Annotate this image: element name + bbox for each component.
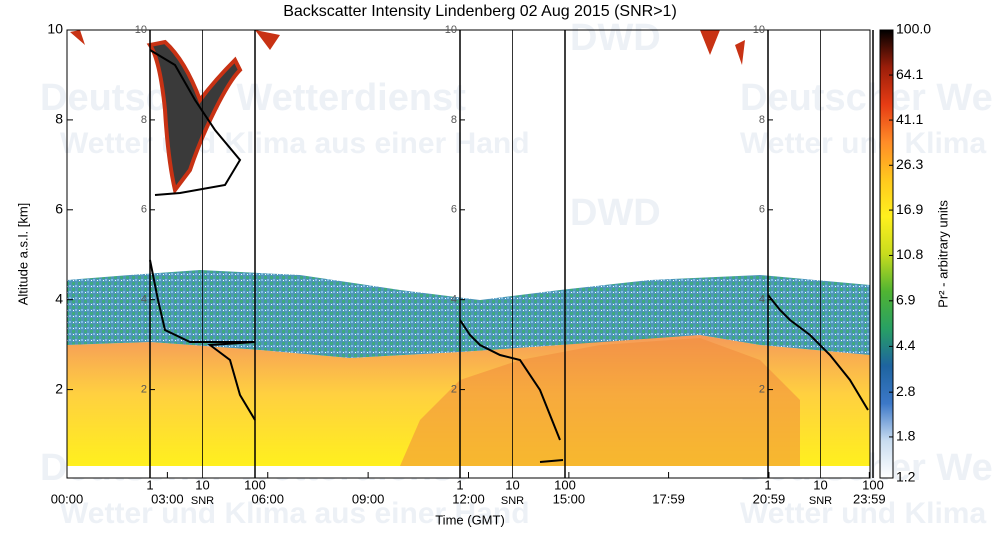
snr-y-tick-label: 8 — [141, 114, 147, 126]
snr-tick-label: 10 — [813, 477, 827, 492]
watermark-text: Wetter und Klima aus einer Hand — [740, 127, 992, 160]
x-tick-label: 00:00 — [51, 491, 84, 506]
snr-y-tick-label: 10 — [445, 24, 457, 36]
snr-tick-label: 1 — [764, 477, 771, 492]
snr-line — [459, 319, 561, 441]
colorbar-tick-label: 64.1 — [896, 66, 923, 82]
x-tick-label: 06:00 — [251, 491, 284, 506]
snr-y-tick-label: 4 — [141, 294, 147, 306]
snr-y-tick-label: 6 — [451, 204, 457, 216]
watermark-text: Wetter und Klima aus einer Hand — [60, 497, 530, 530]
y-tick-label: 4 — [55, 290, 63, 306]
x-tick-label: 17:59 — [652, 491, 685, 506]
colorbar-tick-label: 26.3 — [896, 156, 923, 172]
snr-y-tick-label: 4 — [451, 294, 457, 306]
colorbar-tick-label: 100.0 — [896, 21, 931, 37]
snr-label: SNR — [501, 495, 524, 507]
watermark-logo: DWD — [570, 192, 661, 234]
snr-tick-label: 10 — [195, 477, 209, 492]
watermark-text: Wetter und Klima aus einer Hand — [740, 497, 992, 530]
x-tick-label: 15:00 — [553, 491, 586, 506]
watermark-logo: DWD — [570, 17, 661, 59]
boundary-layer-top — [400, 338, 800, 466]
y-tick-label: 6 — [55, 200, 63, 216]
snr-y-tick-label: 10 — [135, 24, 147, 36]
x-tick-label: 12:00 — [452, 491, 485, 506]
snr-tick-label: 100 — [244, 477, 266, 492]
snr-y-tick-label: 2 — [141, 383, 147, 395]
aerosol-layer — [67, 270, 870, 358]
x-tick-label: 03:00 — [151, 491, 184, 506]
snr-y-tick-label: 2 — [759, 383, 765, 395]
colorbar-tick-label: 1.2 — [896, 469, 916, 485]
cirrus-cloud — [146, 39, 243, 195]
x-axis-label: Time (GMT) — [435, 512, 505, 527]
watermark-text: Deutscher Wetterdienst — [740, 77, 992, 119]
colorbar-tick-label: 10.8 — [896, 246, 923, 262]
colorbar-tick-label: 6.9 — [896, 292, 916, 308]
chart-title: Backscatter Intensity Lindenberg 02 Aug … — [283, 3, 677, 20]
snr-line — [149, 49, 242, 196]
watermark-text: Deutscher Wetterdienst — [40, 77, 466, 119]
x-tick-label: 23:59 — [853, 491, 886, 506]
backscatter-field — [67, 30, 870, 478]
snr-y-tick-label: 10 — [753, 24, 765, 36]
y-tick-label: 10 — [47, 21, 63, 37]
snr-tick-label: 100 — [862, 477, 884, 492]
snr-y-tick-label: 6 — [759, 204, 765, 216]
colorbar — [879, 29, 894, 479]
colorbar-tick-label: 4.4 — [896, 337, 916, 353]
snr-label: SNR — [191, 495, 214, 507]
snr-label: SNR — [809, 495, 832, 507]
colorbar-tick-label: 2.8 — [896, 383, 916, 399]
snr-tick-label: 100 — [554, 477, 576, 492]
snr-line — [539, 459, 564, 463]
colorbar-label: Pr² - arbitrary units — [935, 200, 950, 308]
snr-tick-label: 1 — [146, 477, 153, 492]
snr-tick-label: 10 — [505, 477, 519, 492]
snr-y-tick-label: 6 — [141, 204, 147, 216]
x-tick-label: 20:59 — [753, 491, 786, 506]
snr-tick-label: 1 — [456, 477, 463, 492]
y-tick-label: 8 — [55, 111, 63, 127]
colorbar-tick-label: 1.8 — [896, 428, 916, 444]
snr-y-tick-label: 8 — [759, 114, 765, 126]
x-tick-label: 09:00 — [352, 491, 385, 506]
colorbar-tick-label: 16.9 — [896, 201, 923, 217]
watermark-text: Wetter und Klima aus einer Hand — [60, 127, 530, 160]
y-tick-label: 2 — [55, 380, 63, 396]
colorbar-tick-label: 41.1 — [896, 111, 923, 127]
snr-profiles — [149, 49, 869, 463]
y-axis-label: Altitude a.s.l. [km] — [15, 203, 30, 306]
snr-y-tick-label: 2 — [451, 383, 457, 395]
snr-y-tick-label: 8 — [451, 114, 457, 126]
snr-line — [767, 294, 869, 411]
snr-y-tick-label: 4 — [759, 294, 765, 306]
